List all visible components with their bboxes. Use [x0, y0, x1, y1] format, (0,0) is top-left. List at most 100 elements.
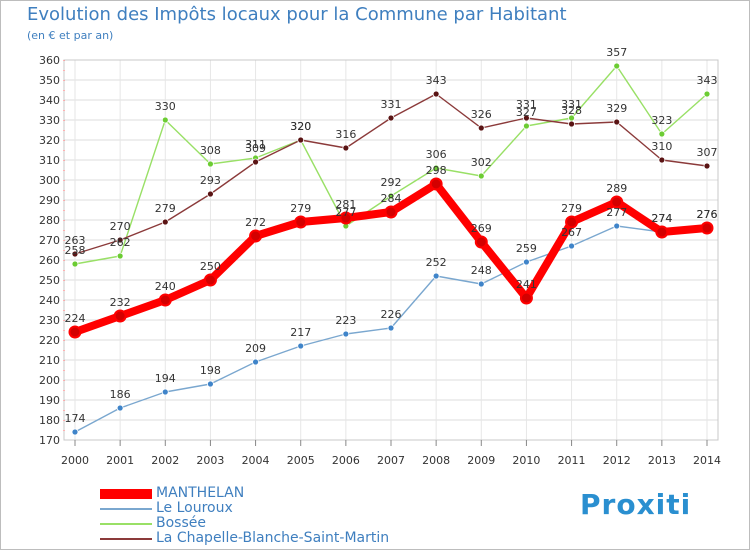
- data-point-0: [158, 293, 172, 307]
- data-label-1: 274: [651, 212, 672, 225]
- data-label-1: 209: [245, 342, 266, 355]
- data-point-3: [252, 158, 259, 166]
- data-point-2: [658, 130, 666, 138]
- data-point-1: [116, 404, 124, 412]
- data-point-2: [613, 62, 621, 70]
- data-point-3: [658, 156, 666, 164]
- y-tick-label: 190: [39, 394, 60, 407]
- data-point-1: [297, 342, 305, 350]
- data-point-3: [477, 124, 485, 132]
- x-tick-label: 2000: [61, 454, 89, 467]
- x-tick-label: 2013: [648, 454, 676, 467]
- data-point-0: [339, 211, 353, 225]
- data-label-3: 270: [110, 220, 131, 233]
- data-label-2: 308: [200, 144, 221, 157]
- data-label-2: 262: [110, 236, 131, 249]
- data-point-3: [342, 144, 350, 152]
- x-tick-label: 2005: [287, 454, 315, 467]
- data-label-2: 320: [290, 120, 311, 133]
- data-point-3: [71, 250, 79, 258]
- data-label-3: 328: [561, 104, 582, 117]
- data-label-2: 331: [561, 98, 582, 111]
- y-tick-label: 300: [39, 174, 60, 187]
- data-label-1: 217: [290, 326, 311, 339]
- data-label-0: 250: [200, 260, 221, 273]
- data-point-0: [610, 195, 624, 209]
- data-label-1: 259: [516, 242, 537, 255]
- legend-swatch-manthelan: [100, 489, 152, 499]
- data-label-0: 279: [561, 202, 582, 215]
- y-tick-label: 260: [39, 254, 60, 267]
- data-label-2: 330: [155, 100, 176, 113]
- y-tick-label: 340: [39, 94, 60, 107]
- data-label-0: 232: [110, 296, 131, 309]
- data-point-3: [297, 136, 305, 144]
- y-tick-label: 210: [39, 354, 60, 367]
- data-label-3: 293: [200, 174, 221, 187]
- data-label-2: 343: [697, 74, 718, 87]
- data-point-1: [71, 428, 79, 436]
- data-label-1: 252: [426, 256, 447, 269]
- data-label-2: 357: [606, 46, 627, 59]
- x-tick-label: 2011: [558, 454, 586, 467]
- data-point-0: [68, 325, 82, 339]
- data-point-0: [655, 225, 669, 239]
- data-point-3: [387, 114, 395, 122]
- data-point-2: [432, 164, 440, 172]
- x-tick-label: 2002: [151, 454, 179, 467]
- data-point-1: [252, 358, 259, 366]
- data-label-0: 284: [381, 192, 402, 205]
- data-label-2: 306: [426, 148, 447, 161]
- data-point-3: [207, 190, 214, 198]
- data-point-3: [523, 114, 530, 122]
- data-point-2: [71, 260, 79, 268]
- data-label-0: 224: [65, 312, 86, 325]
- data-label-0: 241: [516, 278, 537, 291]
- legend-label-bossee: Bossée: [156, 515, 206, 531]
- chart-title: Evolution des Impôts locaux pour la Comm…: [27, 4, 567, 25]
- data-label-2: 292: [381, 176, 402, 189]
- data-label-2: 258: [65, 244, 86, 257]
- data-point-2: [477, 172, 485, 180]
- data-point-3: [568, 120, 575, 128]
- legend-label-la-chapelle: La Chapelle-Blanche-Saint-Martin: [156, 530, 390, 546]
- data-point-1: [161, 388, 169, 396]
- data-label-1: 223: [335, 314, 356, 327]
- y-tick-label: 240: [39, 294, 60, 307]
- data-point-0: [519, 291, 533, 305]
- y-tick-label: 180: [39, 414, 60, 427]
- data-point-1: [387, 324, 395, 332]
- y-tick-label: 320: [39, 134, 60, 147]
- data-point-2: [207, 160, 214, 168]
- data-label-1: 186: [110, 388, 131, 401]
- data-point-1: [568, 242, 575, 250]
- data-label-0: 272: [245, 216, 266, 229]
- data-label-3: 307: [697, 146, 718, 159]
- data-point-3: [116, 236, 124, 244]
- data-label-0: 269: [471, 222, 492, 235]
- data-label-1: 276: [697, 208, 718, 221]
- data-label-3: 331: [381, 98, 402, 111]
- data-label-1: 267: [561, 226, 582, 239]
- data-point-0: [384, 205, 398, 219]
- data-label-3: 263: [65, 234, 86, 247]
- x-tick-label: 2003: [196, 454, 224, 467]
- data-label-3: 320: [290, 120, 311, 133]
- x-tick-label: 2006: [332, 454, 360, 467]
- x-tick-label: 2014: [693, 454, 721, 467]
- data-label-1: 226: [381, 308, 402, 321]
- y-tick-label: 200: [39, 374, 60, 387]
- data-label-3: 316: [335, 128, 356, 141]
- x-tick-label: 2007: [377, 454, 405, 467]
- y-tick-label: 360: [39, 54, 60, 67]
- data-point-3: [161, 218, 169, 226]
- y-tick-label: 310: [39, 154, 60, 167]
- data-point-0: [565, 215, 579, 229]
- data-point-2: [523, 122, 530, 130]
- data-label-2: 311: [245, 138, 266, 151]
- legend-swatch-le-louroux: [100, 508, 152, 510]
- y-tick-label: 330: [39, 114, 60, 127]
- data-point-0: [700, 221, 714, 235]
